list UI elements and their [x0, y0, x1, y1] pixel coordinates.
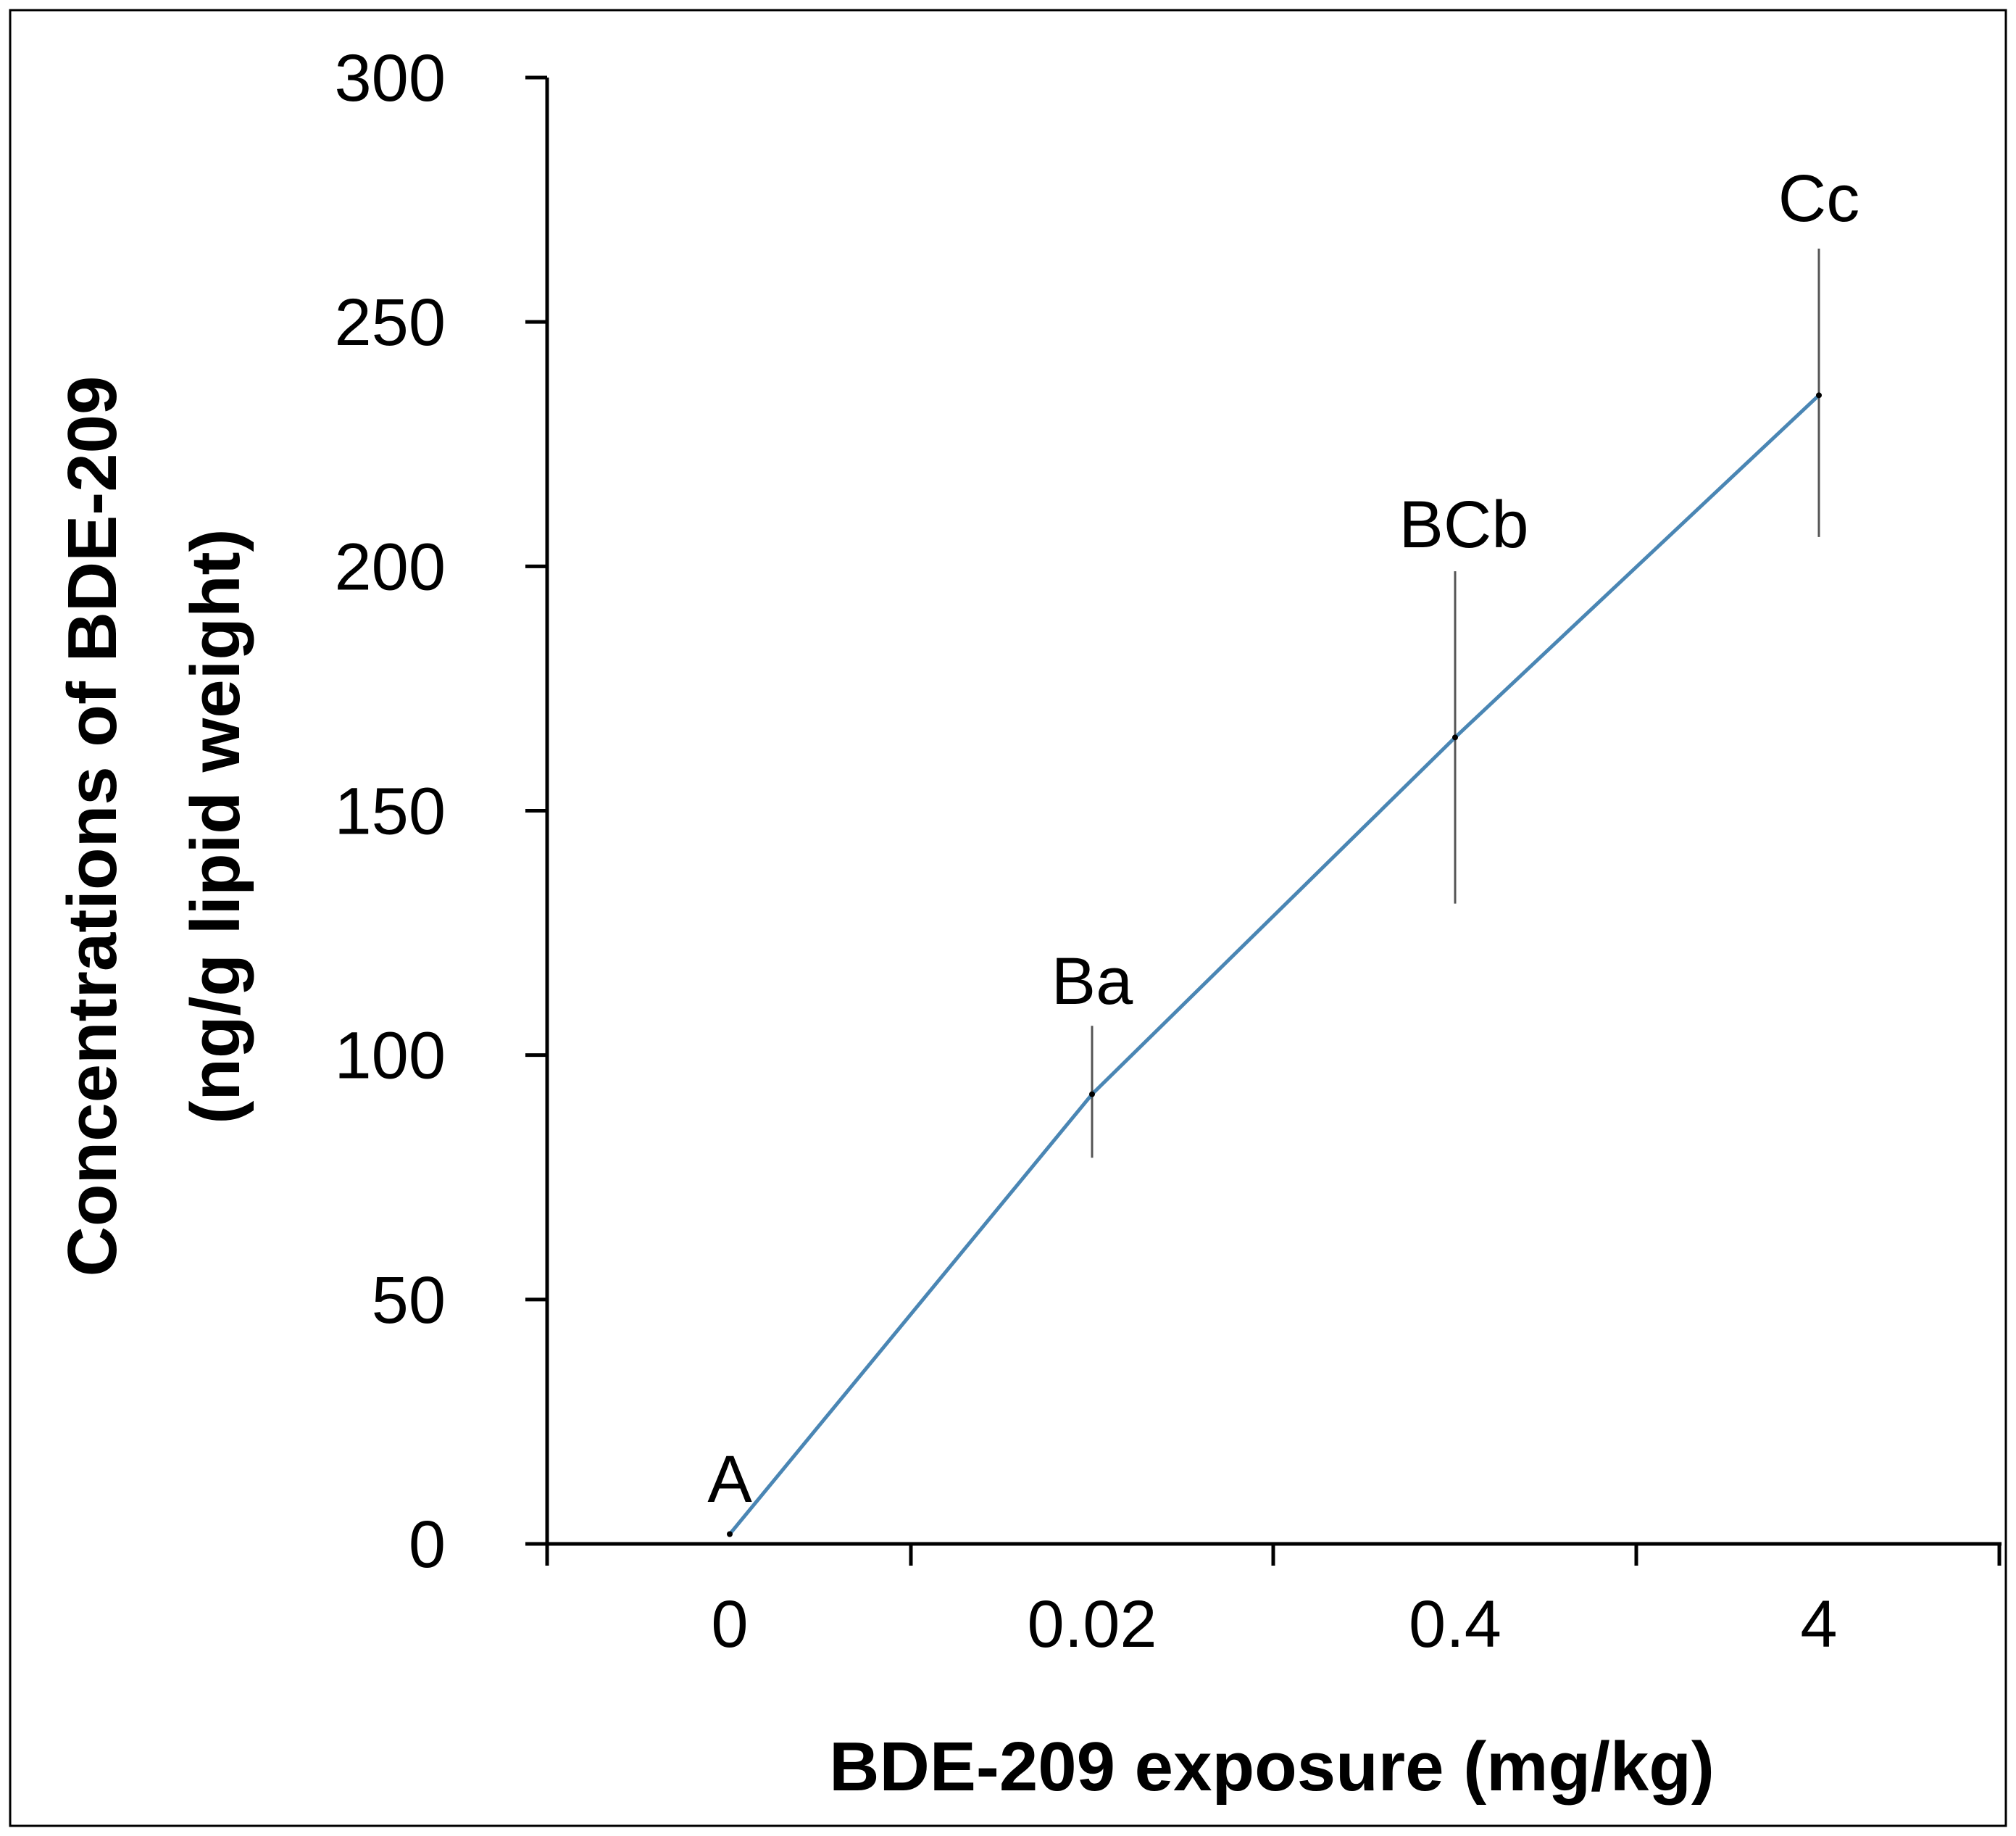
axes: [545, 78, 2002, 1546]
figure-frame: [9, 9, 2007, 1827]
series-line: [728, 394, 1820, 1536]
point-labels: A Ba BCb Cc: [707, 162, 1859, 1516]
y-tick-label: 300: [335, 41, 446, 115]
y-tick-label: 0: [409, 1508, 446, 1582]
data-point: [1089, 1091, 1095, 1097]
y-tick-label: 50: [372, 1263, 446, 1337]
x-tick-label: 0.02: [1027, 1587, 1157, 1661]
y-tick-label: 150: [335, 775, 446, 849]
y-axis-title-line-2: (ng/g lipid weight): [177, 528, 254, 1123]
series-line-group: [727, 392, 1822, 1537]
x-tick-label: 0: [711, 1587, 748, 1661]
point-label: A: [707, 1442, 752, 1516]
point-label: BCb: [1399, 488, 1529, 562]
x-axis-title: BDE-209 exposure (mg/kg): [829, 1728, 1715, 1806]
data-point: [727, 1531, 733, 1537]
y-axis-title-line-1: Concentrations of BDE-209: [54, 376, 131, 1277]
error-bars: [1091, 249, 1820, 1158]
data-point: [1816, 392, 1822, 399]
x-tick-label: 4: [1800, 1587, 1837, 1661]
x-axis-ticks: 0 0.02 0.4 4: [545, 1544, 2002, 1661]
y-tick-label: 250: [335, 286, 446, 360]
point-label: Ba: [1051, 944, 1133, 1018]
x-tick-label: 0.4: [1409, 1587, 1501, 1661]
point-label: Cc: [1778, 162, 1859, 236]
y-axis-ticks: 0 50 100 150 200 250 300: [335, 41, 547, 1582]
y-tick-label: 100: [335, 1019, 446, 1093]
data-point: [1452, 734, 1458, 741]
y-tick-label: 200: [335, 530, 446, 604]
